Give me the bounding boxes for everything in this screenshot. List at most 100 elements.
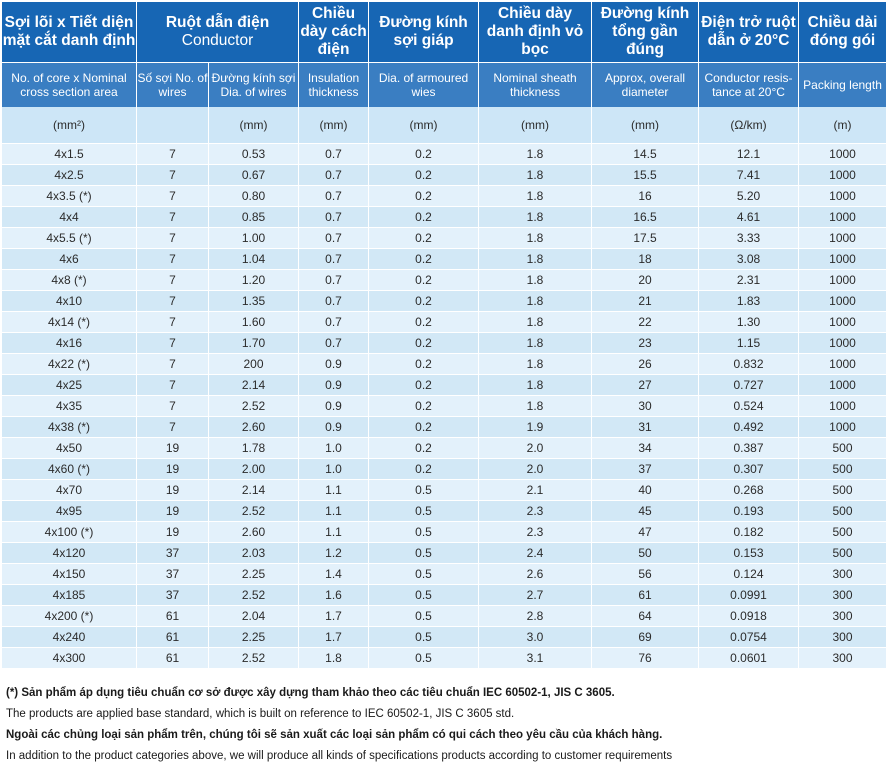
unit-cell <box>137 107 209 144</box>
footnote-standard-en: The products are applied base standard, … <box>6 708 515 720</box>
header-row-en: No. of core x Nominal cross section area… <box>2 63 887 107</box>
table-cell: 0.2 <box>369 459 480 480</box>
table-cell: 2.0 <box>479 438 593 459</box>
table-cell: 0.2 <box>369 417 480 438</box>
table-cell: 0.2 <box>369 291 480 312</box>
table-cell: 1.8 <box>479 270 593 291</box>
table-row: 4x185 37 2.52 1.6 0.5 2.7 61 0.0991 300 <box>2 585 887 606</box>
table-cell: 7 <box>137 207 209 228</box>
table-cell: 1.8 <box>479 207 593 228</box>
table-cell: 0.492 <box>699 417 800 438</box>
table-cell: 1000 <box>799 417 887 438</box>
header-armour-en: Dia. of armoured wies <box>369 63 480 107</box>
table-cell: 0.9 <box>299 417 370 438</box>
table-cell: 19 <box>137 459 209 480</box>
table-cell: 12.1 <box>699 144 800 165</box>
table-cell: 0.2 <box>369 312 480 333</box>
table-cell: 2.3 <box>479 501 593 522</box>
table-cell: 0.7 <box>299 144 370 165</box>
table-cell: 200 <box>209 354 300 375</box>
table-cell: 1.15 <box>699 333 800 354</box>
table-cell: 30 <box>592 396 700 417</box>
table-cell: 1.8 <box>299 648 370 669</box>
table-cell: 20 <box>592 270 700 291</box>
header-packing-en: Packing length <box>799 63 887 107</box>
table-cell: 4x25 <box>2 375 137 396</box>
table-cell: 0.2 <box>369 396 480 417</box>
table-cell: 0.7 <box>299 228 370 249</box>
table-cell: 1.8 <box>479 186 593 207</box>
table-cell: 2.1 <box>479 480 593 501</box>
table-cell: 17.5 <box>592 228 700 249</box>
table-cell: 7 <box>137 228 209 249</box>
table-cell: 4x240 <box>2 627 137 648</box>
table-row: 4x1.5 7 0.53 0.7 0.2 1.8 14.5 12.1 1000 <box>2 144 887 165</box>
table-row: 4x35 7 2.52 0.9 0.2 1.8 30 0.524 1000 <box>2 396 887 417</box>
table-cell: 27 <box>592 375 700 396</box>
table-cell: 7 <box>137 291 209 312</box>
table-cell: 2.7 <box>479 585 593 606</box>
table-cell: 1000 <box>799 165 887 186</box>
footnote-custom-vi: Ngoài các chủng loại sản phẩm trên, chún… <box>6 729 663 741</box>
table-cell: 1.8 <box>479 144 593 165</box>
table-cell: 47 <box>592 522 700 543</box>
table-cell: 61 <box>592 585 700 606</box>
table-cell: 1.70 <box>209 333 300 354</box>
table-cell: 1.60 <box>209 312 300 333</box>
table-cell: 0.7 <box>299 249 370 270</box>
table-cell: 1.8 <box>479 312 593 333</box>
table-cell: 1.8 <box>479 375 593 396</box>
table-cell: 7 <box>137 417 209 438</box>
table-cell: 64 <box>592 606 700 627</box>
table-cell: 1.30 <box>699 312 800 333</box>
header-diameter-vi: Đường kính tổng gần đúng <box>592 2 700 63</box>
header-conductor: Ruột dẫn điện Conductor <box>137 2 300 63</box>
table-cell: 0.2 <box>369 438 480 459</box>
table-cell: 1.04 <box>209 249 300 270</box>
unit-cell: (mm) <box>592 107 700 144</box>
table-cell: 1000 <box>799 333 887 354</box>
table-row: 4x10 7 1.35 0.7 0.2 1.8 21 1.83 1000 <box>2 291 887 312</box>
table-cell: 1000 <box>799 396 887 417</box>
header-resistance-vi: Điện trở ruột dẫn ở 20°C <box>699 2 800 63</box>
table-cell: 1000 <box>799 291 887 312</box>
table-row: 4x14 (*) 7 1.60 0.7 0.2 1.8 22 1.30 1000 <box>2 312 887 333</box>
unit-cell: (mm) <box>209 107 300 144</box>
table-cell: 4x100 (*) <box>2 522 137 543</box>
table-cell: 19 <box>137 501 209 522</box>
table-body: 4x1.5 7 0.53 0.7 0.2 1.8 14.5 12.1 1000 4x2.5 7 0.6… <box>2 144 887 669</box>
table-cell: 19 <box>137 480 209 501</box>
table-cell: 2.25 <box>209 627 300 648</box>
table-row: 4x22 (*) 7 200 0.9 0.2 1.8 26 0.832 1000 <box>2 354 887 375</box>
table-cell: 1.8 <box>479 228 593 249</box>
table-cell: 3.33 <box>699 228 800 249</box>
header-sheath-vi: Chiều dày danh định vỏ bọc <box>479 2 593 63</box>
table-cell: 1.0 <box>299 459 370 480</box>
table-row: 4x70 19 2.14 1.1 0.5 2.1 40 0.268 500 <box>2 480 887 501</box>
unit-cell: (mm) <box>479 107 593 144</box>
table-cell: 1.83 <box>699 291 800 312</box>
table-cell: 2.04 <box>209 606 300 627</box>
table-row: 4x200 (*) 61 2.04 1.7 0.5 2.8 64 0.0918 300 <box>2 606 887 627</box>
table-cell: 4x3.5 (*) <box>2 186 137 207</box>
table-cell: 300 <box>799 627 887 648</box>
table-cell: 0.2 <box>369 249 480 270</box>
table-cell: 1.9 <box>479 417 593 438</box>
table-cell: 7 <box>137 186 209 207</box>
table-cell: 7 <box>137 144 209 165</box>
header-core-en: No. of core x Nominal cross section area <box>2 63 137 107</box>
table-cell: 3.08 <box>699 249 800 270</box>
table-cell: 0.0754 <box>699 627 800 648</box>
table-cell: 0.2 <box>369 375 480 396</box>
table-cell: 0.80 <box>209 186 300 207</box>
table-cell: 1.7 <box>299 627 370 648</box>
table-cell: 0.7 <box>299 165 370 186</box>
table-cell: 7 <box>137 354 209 375</box>
table-cell: 2.00 <box>209 459 300 480</box>
footnotes: (*) Sản phẩm áp dụng tiêu chuẩn cơ sở đư… <box>6 683 884 767</box>
table-cell: 4x2.5 <box>2 165 137 186</box>
table-cell: 1000 <box>799 375 887 396</box>
table-cell: 1000 <box>799 228 887 249</box>
table-cell: 300 <box>799 648 887 669</box>
table-cell: 50 <box>592 543 700 564</box>
